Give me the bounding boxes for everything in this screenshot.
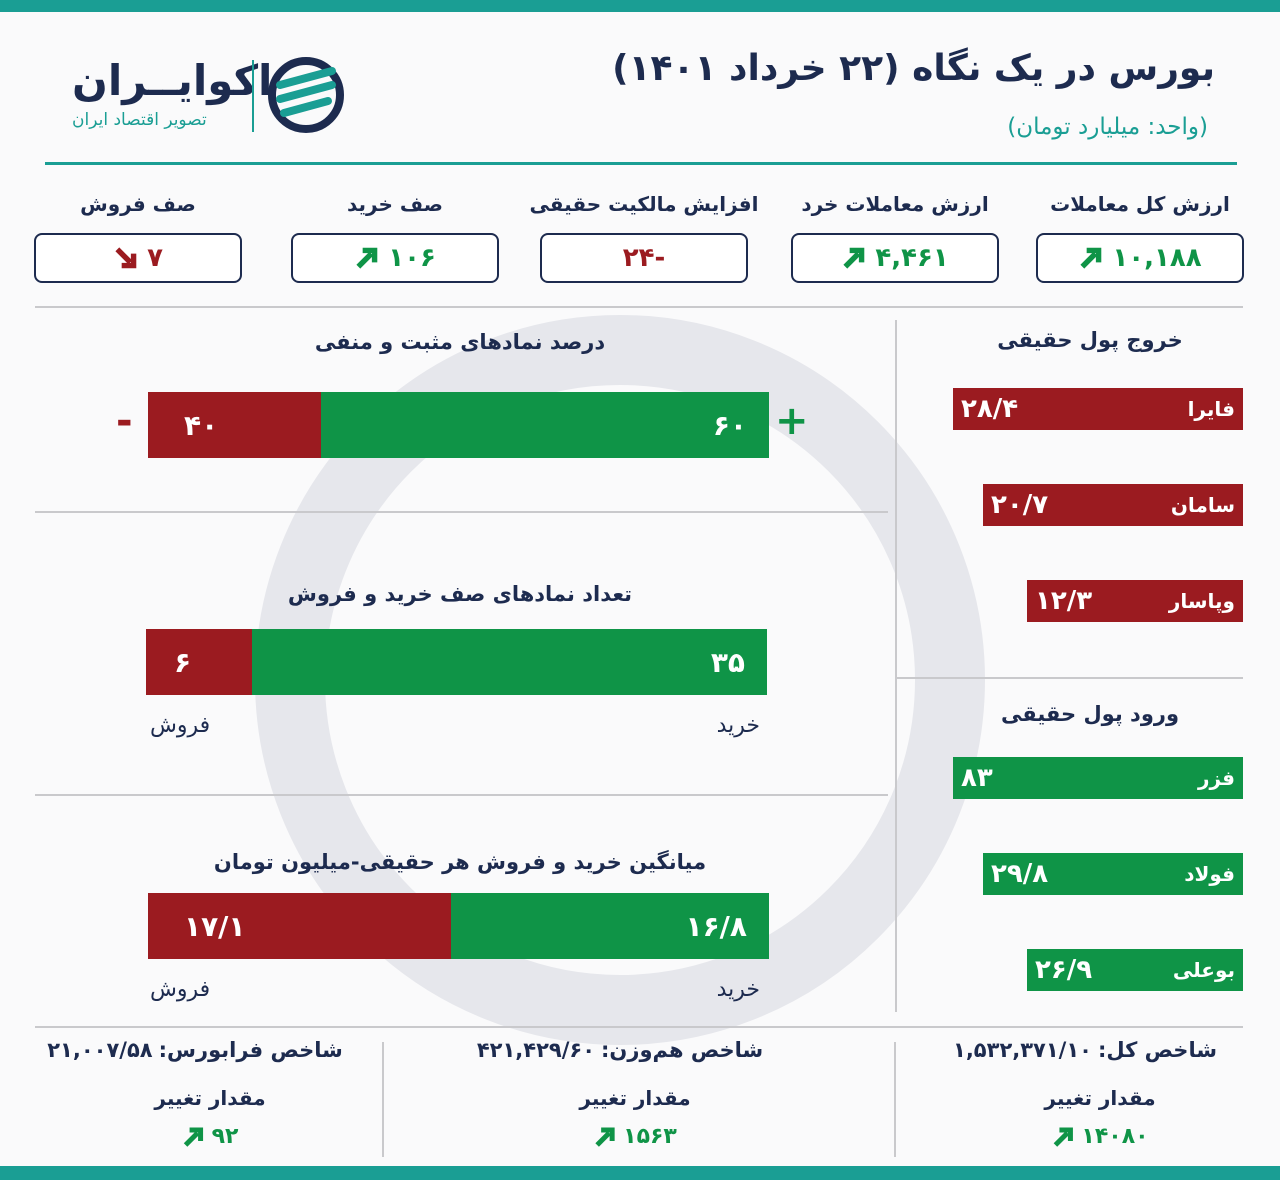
kpi-value: ۴,۴۶۱ [875, 243, 949, 273]
flow-bar: بوعلی ۲۶/۹ [1027, 949, 1243, 991]
minus-sign: - [116, 398, 133, 444]
kpi-label: صف فروش [80, 192, 196, 216]
top-band [0, 0, 1280, 12]
bar-red: ۱۷/۱ [148, 893, 451, 959]
header-rule [45, 162, 1237, 165]
index-value: ۴۲۱,۴۲۹/۶۰ [476, 1038, 596, 1062]
change-row: ۱۵۶۳ [593, 1124, 677, 1149]
divider [35, 1026, 1243, 1028]
kpi-box: ۴,۴۶۱ [791, 233, 999, 283]
flow-name: فایرا [1187, 397, 1235, 421]
index-row: شاخص کل: ۱,۵۳۲,۳۷۱/۱۰ [953, 1038, 1217, 1062]
flow-value: ۸۳ [961, 763, 993, 793]
bar-value: ۴۰ [184, 408, 219, 442]
kpi-box: ۱۰۶ [291, 233, 499, 283]
bar-green: ۳۵ [252, 629, 767, 695]
kpi-label: ارزش معاملات خرد [801, 192, 989, 216]
divider [894, 1042, 896, 1157]
flow-name: سامان [1170, 493, 1235, 517]
bar-label: خرید [716, 977, 760, 1002]
flow-value: ۲۰/۷ [991, 490, 1049, 520]
index-label: شاخص هم‌وزن: [601, 1038, 764, 1062]
flow-bar: سامان ۲۰/۷ [983, 484, 1243, 526]
bar-value: ۶ [174, 645, 192, 679]
trend-arrow [356, 247, 378, 269]
panel-title: تعداد نمادهای صف خرید و فروش [287, 582, 633, 606]
kpi-box: ۷ [34, 233, 242, 283]
bar-label: فروش [150, 713, 211, 738]
change-value: ۱۴۰۸۰ [1081, 1124, 1149, 1149]
trend-arrow [1053, 1127, 1073, 1147]
divider [895, 320, 897, 1012]
divider [382, 1042, 384, 1157]
flow-name: وپاسار [1168, 589, 1235, 613]
change-value: ۱۵۶۳ [623, 1124, 677, 1149]
logo-divider [252, 60, 254, 132]
flow-title: خروج پول حقیقی [997, 328, 1183, 352]
bar-value: ۶۰ [712, 408, 747, 442]
kpi-box: -۲۴ [540, 233, 748, 283]
logo-tagline: تصویر اقتصاد ایران [72, 110, 207, 130]
index-label: شاخص کل: [1097, 1038, 1217, 1062]
bar-green: ۶۰ [321, 392, 769, 458]
change-label: مقدار تغییر [1044, 1086, 1156, 1110]
change-row: ۱۴۰۸۰ [1051, 1124, 1149, 1149]
kpi-value: -۲۴ [622, 243, 666, 273]
title: بورس در یک نگاه (۲۲ خرداد ۱۴۰۱) [612, 48, 1215, 89]
change-row: ۹۲ [182, 1124, 239, 1149]
divider [896, 677, 1243, 679]
kpi-value: ۱۰۶ [388, 243, 436, 273]
kpi-value: ۷ [147, 243, 163, 273]
flow-title: ورود پول حقیقی [1000, 702, 1180, 726]
kpi-value: ۱۰,۱۸۸ [1112, 243, 1202, 273]
flow-name: فولاد [1184, 862, 1235, 886]
kpi-box: ۱۰,۱۸۸ [1036, 233, 1244, 283]
index-value: ۱,۵۳۲,۳۷۱/۱۰ [953, 1038, 1092, 1062]
index-value: ۲۱,۰۰۷/۵۸ [47, 1038, 153, 1062]
change-label: مقدار تغییر [154, 1086, 266, 1110]
flow-bar: وپاسار ۱۲/۳ [1027, 580, 1243, 622]
flow-value: ۲۶/۹ [1035, 955, 1093, 985]
plus-sign: + [775, 398, 809, 444]
panel-title: میانگین خرید و فروش هر حقیقی-میلیون توما… [213, 850, 707, 874]
bar-value: ۱۷/۱ [184, 909, 246, 943]
flow-value: ۲۸/۴ [961, 394, 1019, 424]
divider [35, 794, 888, 796]
flow-value: ۲۹/۸ [991, 859, 1049, 889]
flow-name: بوعلی [1172, 958, 1235, 982]
change-label: مقدار تغییر [579, 1086, 691, 1110]
trend-arrow [183, 1127, 204, 1147]
trend-arrow [843, 247, 865, 269]
logo-text: اکوایــران [72, 56, 273, 105]
bar-green: ۱۶/۸ [451, 893, 769, 959]
flow-bar: فزر ۸۳ [953, 757, 1243, 799]
bar-value: ۱۶/۸ [685, 909, 748, 943]
index-row: شاخص فرابورس: ۲۱,۰۰۷/۵۸ [47, 1038, 343, 1062]
panel-title: درصد نمادهای مثبت و منفی [314, 330, 606, 354]
index-label: شاخص فرابورس: [158, 1038, 343, 1062]
trend-arrow [595, 1127, 615, 1147]
bar-red: ۴۰ [148, 392, 321, 458]
divider [35, 511, 888, 513]
bottom-band [0, 1166, 1280, 1180]
divider [35, 306, 1243, 308]
kpi-label: صف خرید [346, 192, 444, 216]
flow-value: ۱۲/۳ [1035, 586, 1093, 616]
bar-label: فروش [150, 977, 211, 1002]
flow-bar: فولاد ۲۹/۸ [983, 853, 1243, 895]
flow-bar: فایرا ۲۸/۴ [953, 388, 1243, 430]
trend-arrow [1080, 247, 1102, 269]
bar-red: ۶ [146, 629, 252, 695]
kpi-label: افزایش مالکیت حقیقی [529, 192, 759, 216]
subtitle: (واحد: میلیارد تومان) [1007, 114, 1208, 140]
index-row: شاخص هم‌وزن: ۴۲۱,۴۲۹/۶۰ [477, 1038, 763, 1062]
kpi-label: ارزش کل معاملات [1050, 192, 1230, 216]
bar-label: خرید [716, 713, 760, 738]
bar-value: ۳۵ [710, 645, 745, 679]
trend-arrow [115, 247, 137, 269]
change-value: ۹۲ [211, 1124, 239, 1149]
flow-name: فزر [1197, 766, 1235, 790]
logo-icon [268, 57, 344, 133]
